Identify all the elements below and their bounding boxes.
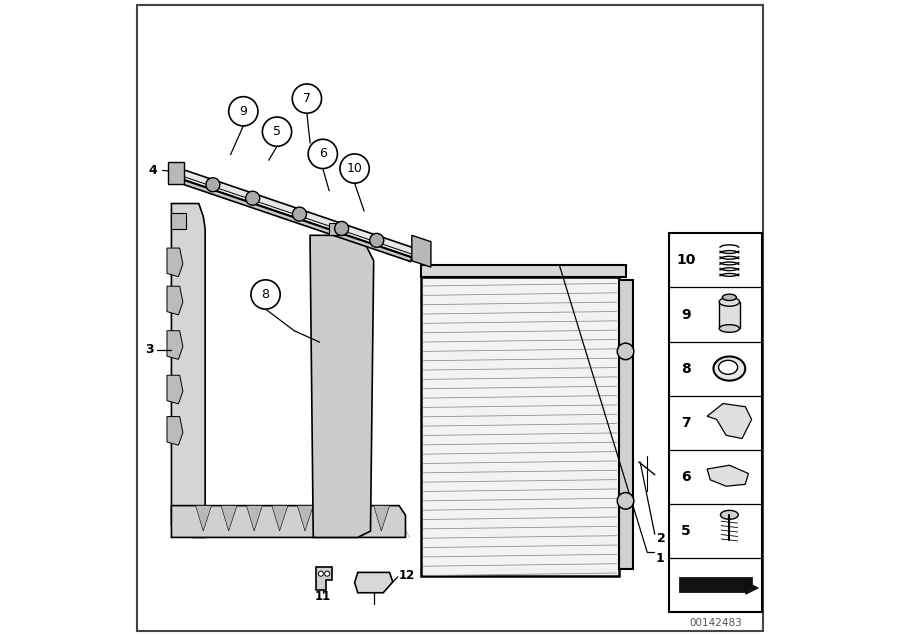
Polygon shape <box>178 169 415 258</box>
Polygon shape <box>679 577 752 593</box>
Circle shape <box>308 139 338 169</box>
Polygon shape <box>348 506 364 531</box>
Text: 6: 6 <box>319 148 327 160</box>
Bar <box>670 233 761 612</box>
Text: 4: 4 <box>148 164 157 177</box>
Text: 7: 7 <box>303 92 310 105</box>
Polygon shape <box>167 417 183 445</box>
Polygon shape <box>167 375 183 404</box>
Text: 10: 10 <box>676 253 696 268</box>
Circle shape <box>617 343 634 359</box>
Circle shape <box>246 191 260 205</box>
Text: 6: 6 <box>681 469 691 484</box>
Bar <box>421 265 626 277</box>
Circle shape <box>263 117 292 146</box>
Text: 12: 12 <box>399 569 416 582</box>
Text: 5: 5 <box>681 523 691 538</box>
Text: 8: 8 <box>681 361 691 376</box>
Polygon shape <box>171 204 205 537</box>
Circle shape <box>617 492 634 509</box>
Text: 7: 7 <box>681 415 691 430</box>
Polygon shape <box>221 506 237 531</box>
Polygon shape <box>167 331 183 359</box>
Circle shape <box>335 221 348 235</box>
Polygon shape <box>176 178 412 261</box>
Polygon shape <box>310 235 374 537</box>
Circle shape <box>251 280 280 309</box>
Polygon shape <box>317 567 332 590</box>
Polygon shape <box>167 286 183 315</box>
Circle shape <box>340 154 369 183</box>
Text: 5: 5 <box>273 125 281 138</box>
Polygon shape <box>272 506 288 531</box>
Text: 11: 11 <box>315 590 331 603</box>
Text: 9: 9 <box>239 105 248 118</box>
Text: 00142483: 00142483 <box>689 618 742 628</box>
Circle shape <box>319 571 323 576</box>
Polygon shape <box>374 506 390 531</box>
Circle shape <box>370 233 383 247</box>
Ellipse shape <box>723 294 736 300</box>
Bar <box>421 277 618 576</box>
Polygon shape <box>707 403 751 439</box>
Polygon shape <box>412 235 431 267</box>
Polygon shape <box>195 506 212 531</box>
Polygon shape <box>167 248 183 277</box>
Polygon shape <box>707 465 749 486</box>
Ellipse shape <box>721 510 738 519</box>
Polygon shape <box>171 213 186 229</box>
Text: 9: 9 <box>681 307 691 322</box>
Text: 3: 3 <box>146 343 154 356</box>
Ellipse shape <box>719 324 740 332</box>
Circle shape <box>292 84 321 113</box>
Polygon shape <box>355 572 392 593</box>
Text: 1: 1 <box>655 552 664 565</box>
Polygon shape <box>323 506 338 531</box>
Polygon shape <box>297 506 313 531</box>
Circle shape <box>229 97 258 126</box>
Ellipse shape <box>719 297 740 306</box>
Text: 8: 8 <box>262 288 270 301</box>
Polygon shape <box>329 223 345 235</box>
Circle shape <box>325 571 329 576</box>
Polygon shape <box>168 162 184 184</box>
Bar <box>719 301 740 328</box>
Circle shape <box>206 177 220 191</box>
Ellipse shape <box>714 356 745 380</box>
Polygon shape <box>171 506 406 537</box>
Text: 10: 10 <box>346 162 363 175</box>
Polygon shape <box>746 581 759 594</box>
Polygon shape <box>247 506 263 531</box>
Circle shape <box>292 207 307 221</box>
Text: 2: 2 <box>657 532 665 545</box>
Bar <box>618 280 633 569</box>
Ellipse shape <box>718 360 738 374</box>
